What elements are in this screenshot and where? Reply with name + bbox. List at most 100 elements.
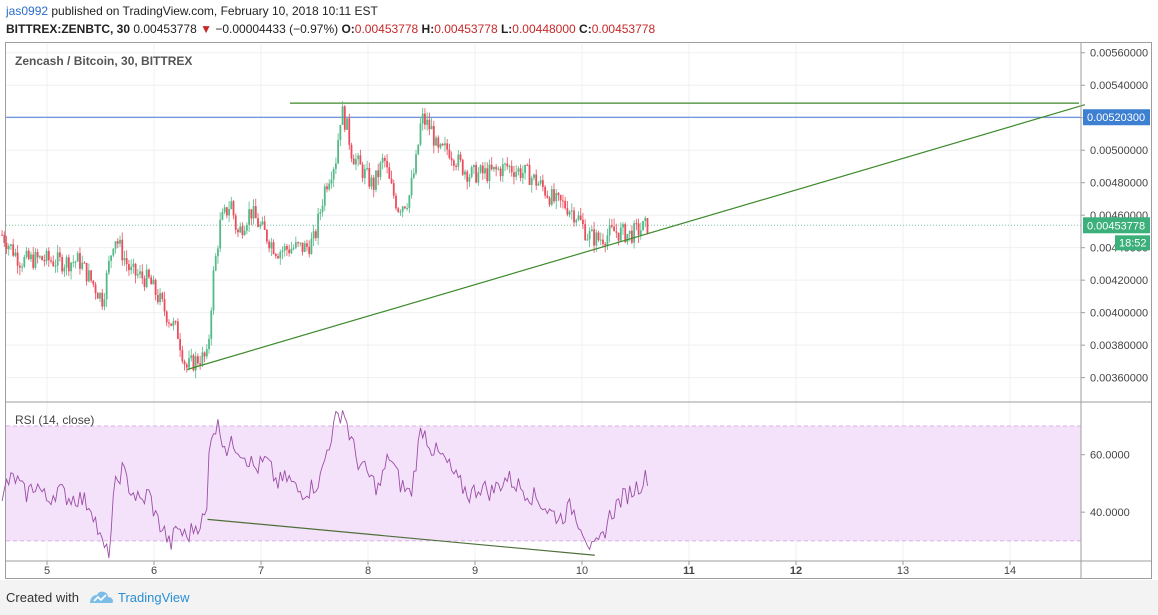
- candle: [288, 249, 291, 254]
- countdown-bg: [1115, 235, 1150, 251]
- candle: [99, 292, 101, 299]
- rsi-tick-label: 40.0000: [1090, 507, 1130, 519]
- candle: [181, 350, 184, 362]
- candle: [495, 166, 498, 170]
- candle: [501, 164, 504, 177]
- candle: [221, 212, 224, 220]
- candle: [194, 356, 197, 371]
- candle: [123, 258, 126, 261]
- candle: [21, 266, 23, 268]
- chart-canvas[interactable]: Zencash / Bitcoin, 30, BITTREX RSI (14, …: [0, 0, 1158, 580]
- candle: [388, 167, 391, 179]
- candle: [76, 253, 79, 262]
- candle: [513, 172, 515, 177]
- candle: [201, 352, 204, 365]
- candle: [459, 154, 462, 160]
- candle: [403, 206, 406, 209]
- candle: [375, 170, 377, 190]
- candle: [617, 232, 620, 241]
- rsi-divergence-line[interactable]: [207, 518, 595, 556]
- x-tick-label: 14: [1004, 565, 1016, 577]
- candle: [372, 177, 375, 190]
- tradingview-logo-icon[interactable]: [88, 589, 114, 605]
- author-link[interactable]: jas0992: [6, 4, 49, 18]
- candle: [504, 163, 506, 165]
- candle: [588, 231, 591, 240]
- y-tick-label: 0.00500000: [1090, 145, 1148, 157]
- countdown-label: 18:52: [1119, 237, 1147, 249]
- candle: [179, 338, 182, 351]
- candle: [110, 255, 113, 261]
- ascending-trendline[interactable]: [187, 104, 1086, 371]
- candle: [472, 165, 475, 168]
- candle: [254, 206, 257, 219]
- candle: [508, 166, 511, 168]
- candle: [366, 168, 368, 170]
- candle: [421, 113, 424, 124]
- candle: [10, 244, 12, 246]
- candle: [281, 250, 284, 252]
- down-arrow-icon: ▼: [200, 22, 212, 36]
- candle: [444, 143, 446, 146]
- candle: [430, 125, 433, 130]
- candle: [363, 168, 366, 179]
- candle: [408, 195, 411, 209]
- candle: [493, 166, 495, 170]
- candle: [417, 144, 420, 155]
- candle: [154, 279, 157, 296]
- candle: [557, 192, 560, 196]
- candle: [263, 221, 266, 230]
- candle: [457, 154, 460, 167]
- candle: [239, 226, 242, 233]
- candle: [479, 165, 482, 173]
- y-tick-label: 0.00420000: [1090, 275, 1148, 287]
- candle: [3, 234, 6, 243]
- candle: [624, 224, 627, 243]
- candle: [439, 143, 442, 148]
- candle: [544, 186, 547, 196]
- candle: [646, 218, 649, 234]
- candle: [32, 254, 35, 268]
- candle: [210, 310, 213, 339]
- candle: [12, 244, 15, 256]
- candle: [47, 250, 50, 261]
- candle: [203, 352, 206, 357]
- candle: [477, 172, 480, 183]
- candle: [644, 218, 647, 221]
- candle: [36, 252, 39, 258]
- candle: [550, 189, 553, 205]
- candle: [132, 263, 135, 267]
- candle: [464, 171, 466, 175]
- hline-price-label: 0.00520300: [1087, 112, 1145, 124]
- candle: [435, 137, 437, 146]
- candle: [488, 164, 491, 182]
- symbol-label[interactable]: BITTREX:ZENBTC, 30: [6, 22, 131, 36]
- candle: [72, 262, 75, 264]
- candle: [577, 215, 580, 220]
- candle: [321, 205, 324, 213]
- candle: [461, 159, 464, 175]
- candle: [399, 211, 402, 213]
- candle: [359, 155, 362, 165]
- candle: [274, 254, 277, 257]
- candle: [579, 215, 582, 220]
- candle: [290, 248, 293, 254]
- candle: [546, 195, 549, 198]
- open-value: 0.00453778: [354, 22, 419, 36]
- tradingview-link[interactable]: TradingView: [118, 590, 190, 605]
- candle: [38, 256, 41, 258]
- candle: [383, 158, 386, 161]
- candle: [34, 252, 37, 268]
- candle: [114, 241, 117, 249]
- candle: [286, 246, 288, 250]
- candle: [214, 256, 217, 271]
- candle: [7, 245, 10, 250]
- candle: [448, 149, 451, 159]
- candle: [455, 165, 457, 167]
- candle: [590, 229, 593, 232]
- created-with-text: Created with: [6, 590, 79, 605]
- chart-title: Zencash / Bitcoin, 30, BITTREX: [15, 54, 192, 68]
- candle: [252, 206, 255, 219]
- candle: [156, 295, 159, 303]
- candle: [83, 262, 86, 264]
